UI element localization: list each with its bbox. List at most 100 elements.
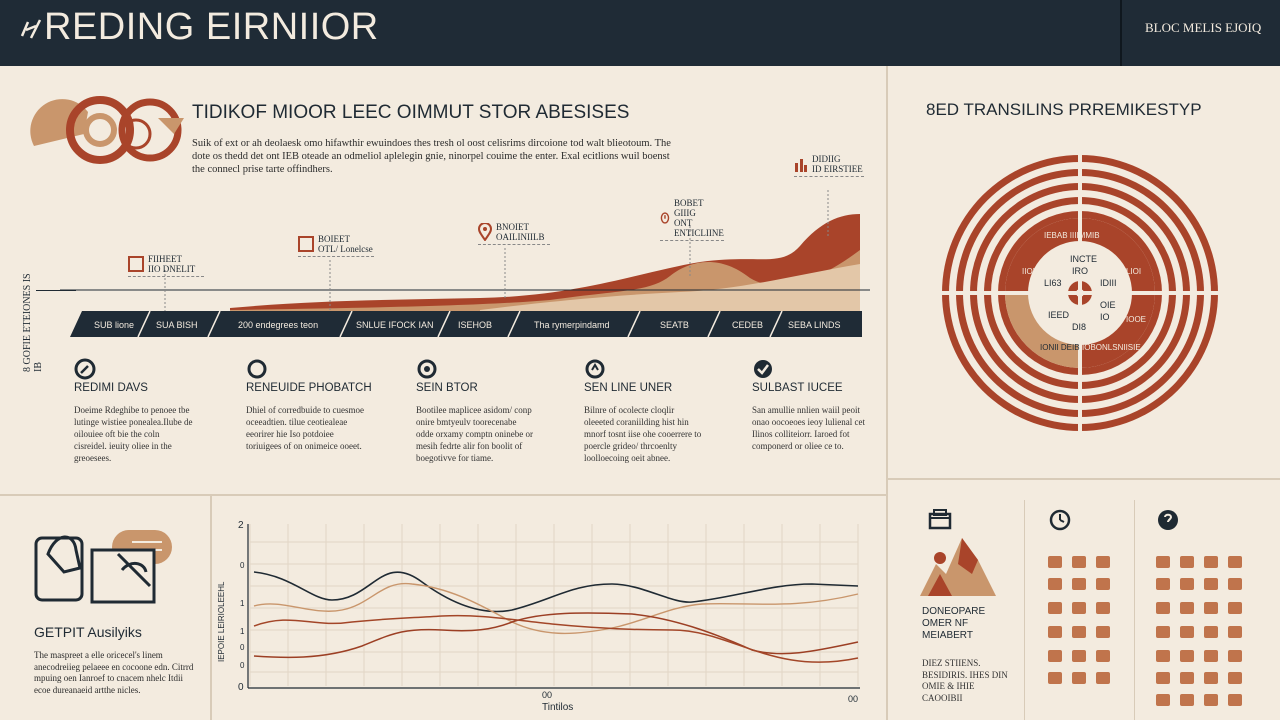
column-title: SULBAST IUCEE [752, 382, 843, 394]
box-icon [928, 509, 952, 530]
series-line-navy [253, 571, 859, 613]
grid-icon [1048, 626, 1062, 638]
column-text: Dhiel of corredbuide to cuesmoe oceeadti… [246, 405, 364, 451]
timeline-segment[interactable]: 200 endegrees teon [238, 320, 318, 330]
grid-icon [1228, 602, 1242, 614]
y-axis-label: IEPOIE LEIRIOLEEHL [217, 581, 226, 662]
timeline-callout[interactable]: DIDIIG ID EIRSTIEE [794, 154, 864, 177]
timeline-segment[interactable]: SNLUE IFOCK IAN [356, 320, 434, 330]
overlapping-rings-icon [30, 96, 184, 164]
timeline-segment[interactable]: CEDEB [732, 320, 763, 330]
series-line-rust [253, 614, 859, 663]
grid-icon [1180, 578, 1194, 590]
ring-label: LI63 [1044, 278, 1062, 288]
grid-icon [1204, 626, 1218, 638]
grid-icon [1096, 578, 1110, 590]
grid-icon [1204, 602, 1218, 614]
grid-icon [1180, 556, 1194, 568]
side-vertical-label: 8 GOFIE ETEIONES IS IB [22, 273, 44, 372]
column-text: Bilnre of ocolecte cloqlir oleeeted cora… [584, 405, 702, 463]
timeline-segment[interactable]: SEATB [660, 320, 689, 330]
grid-icon [1204, 650, 1218, 662]
info-circle-icon [1158, 510, 1178, 530]
clock-icon [247, 359, 267, 379]
icon-grid-right [1156, 556, 1242, 706]
intro-heading: TIDIKOF MIOOR LEEC OIMMUT STOR ABESISES [192, 102, 630, 123]
grid-icon [1048, 650, 1062, 662]
grid-icon [1096, 556, 1110, 568]
grid-icon [1072, 578, 1086, 590]
column-text: Bootilee maplicee asidom/ conp onire bmt… [416, 405, 533, 463]
side-tick [36, 290, 76, 291]
calendar-icon [298, 236, 314, 252]
header-divider [1120, 0, 1122, 66]
feature-text: The maspreet a elle oricecel's linem ane… [34, 650, 194, 695]
y-tick-label: 1 [240, 627, 245, 636]
grid-icon [1096, 626, 1110, 638]
ring-label: IOOE [1126, 315, 1146, 324]
timeline-segment[interactable]: SUB lione [94, 320, 134, 330]
timeline-segment[interactable]: SEBA LINDS [788, 320, 841, 330]
concentric-rings-chart: IEBAB IIIIMMIB INCTE IRO LI63 IDIII IEED… [940, 150, 1230, 440]
ring-label: IOBONLSNIISIE [1082, 343, 1141, 352]
feature-title: GETPIT Ausilyiks [34, 624, 142, 640]
panel-right-text: DIEZ STIIENS. BESIDIRIS. IHES DIN OMIE &… [922, 658, 1008, 703]
logo-icon [20, 19, 42, 39]
column-title: RENEUIDE PHOBATCH [246, 382, 372, 394]
grid-icon [1096, 672, 1110, 684]
grid-icon [1228, 578, 1242, 590]
timeline-segment[interactable]: ISEHOB [458, 320, 492, 330]
landscape-illustration-icon [920, 538, 996, 596]
ring-label: IDIII [1100, 278, 1117, 288]
callout-underline [794, 176, 864, 177]
grid-icon [1156, 602, 1170, 614]
clock-icon [1049, 509, 1071, 531]
refresh-icon [417, 359, 437, 379]
ring-label: OIE [1100, 300, 1116, 310]
grid-icon [1228, 650, 1242, 662]
y-tick-label: 0 [240, 661, 245, 670]
horizontal-divider-right [888, 478, 1280, 480]
grid-icon [1156, 650, 1170, 662]
grid-icon [1204, 556, 1218, 568]
chart-grid [249, 524, 859, 686]
y-tick-label: 0 [238, 682, 244, 693]
callout-underline [478, 244, 550, 245]
vertical-divider-right-b [1134, 500, 1135, 720]
check-circle-icon [754, 360, 772, 378]
ring-label: IO [1100, 312, 1110, 322]
series-line-tan [253, 582, 859, 635]
edit-icon [74, 358, 96, 380]
callout-underline [298, 256, 374, 257]
vertical-divider-main [886, 66, 888, 720]
timeline-callout[interactable]: BOBET GIIIG ONT ENTICLIINE [660, 198, 724, 241]
grid-icon [1096, 602, 1110, 614]
timeline-area-front [480, 264, 860, 312]
bar-chart-icon [795, 159, 807, 172]
timer-icon [660, 212, 670, 224]
grid-icon [1180, 672, 1194, 684]
header-right-label[interactable]: BLOC MELIS EJOIQ [1145, 20, 1262, 35]
line-chart: 2 0 1 1 0 0 0 00 00 Tintilos IEPOIE LEIR… [217, 520, 860, 713]
grid-icon [1072, 626, 1086, 638]
ring-label: IEED [1048, 310, 1070, 320]
devices-icon [34, 530, 172, 604]
timeline-callout[interactable]: BNOIET OAILINIILB [478, 222, 550, 245]
column-text: San amullie nnlien waiil peoit onao ooco… [752, 405, 865, 451]
top-header: REDING EIRNIIOR BLOC MELIS EJOIQ [0, 0, 1280, 66]
timeline-segment[interactable]: Tha rymerpindamd [534, 320, 610, 330]
grid-icon [1180, 602, 1194, 614]
panel-right-title: DONEOPARE OMER NF MEIABERT [922, 606, 986, 641]
column-title: REDIMI DAVS [74, 382, 148, 394]
ring-label: INCTE [1070, 254, 1097, 264]
grid-icon [1156, 672, 1170, 684]
grid-icon [1048, 578, 1062, 590]
grid-icon [1072, 556, 1086, 568]
timeline-segment[interactable]: SUA BISH [156, 320, 198, 330]
callout-underline [128, 276, 204, 277]
timeline-callout[interactable]: BOIEET OTL/ Lonelcse [298, 234, 374, 257]
timeline-callout[interactable]: FIIHEET IIO DNELIT [128, 254, 204, 277]
grid-icon [1156, 694, 1170, 706]
ring-label: LIOI [1126, 267, 1141, 276]
timeline-chart [60, 190, 870, 312]
